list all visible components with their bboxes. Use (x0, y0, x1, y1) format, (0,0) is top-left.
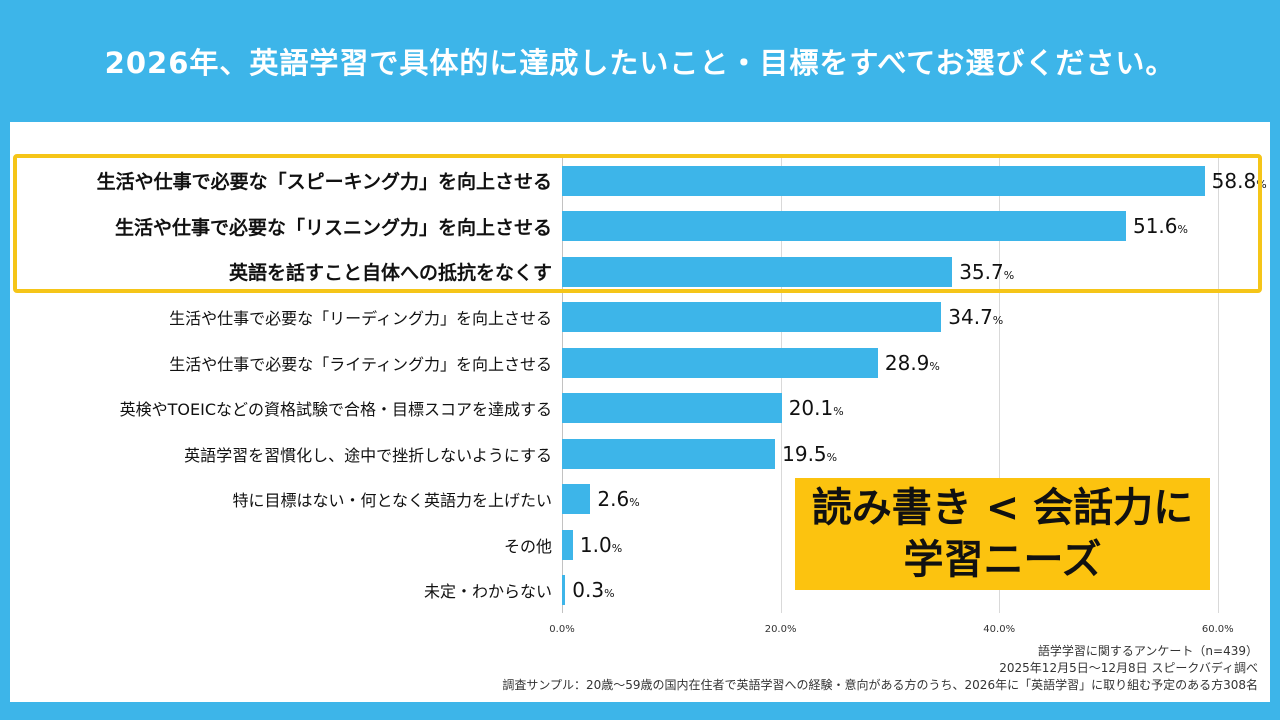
bar (562, 575, 566, 606)
bar-plot-area: 34.7% (562, 302, 1270, 333)
bar (562, 211, 1126, 242)
page-title: 2026年、英語学習で具体的に達成したいこと・目標をすべてお選びください。 (104, 46, 1176, 80)
callout-box: 読み書き < 会話力に 学習ニーズ (795, 478, 1210, 590)
category-label: 未定・わからない (423, 582, 552, 602)
bar (562, 438, 776, 469)
value-label: 19.5% (782, 441, 838, 466)
bar (562, 393, 782, 424)
value-label: 35.7% (959, 259, 1015, 284)
value-label: 20.1% (788, 396, 844, 421)
category-label: 生活や仕事で必要な「スピーキング力」を向上させる (96, 171, 552, 194)
value-label: 51.6% (1132, 214, 1188, 239)
bar (562, 256, 953, 287)
bar-row: 生活や仕事で必要な「スピーキング力」を向上させる 58.8% (10, 158, 1270, 204)
x-tick-label: 60.0% (1201, 624, 1234, 635)
value-label: 1.0% (579, 532, 623, 557)
gridline (562, 158, 563, 613)
bar-row: 生活や仕事で必要な「リスニング力」を向上させる 51.6% (10, 204, 1270, 250)
bar-plot-area: 28.9% (562, 347, 1270, 378)
value-label: 34.7% (948, 305, 1004, 330)
category-label: 生活や仕事で必要な「リスニング力」を向上させる (114, 216, 552, 239)
bar-plot-area: 2.6% (562, 484, 1270, 515)
bar-plot-area: 35.7% (562, 256, 1270, 287)
category-label: その他 (503, 536, 552, 556)
bar (562, 302, 942, 333)
category-label: 特に目標はない・何となく英語力を上げたい (232, 491, 552, 511)
bar-plot-area: 58.8% (562, 165, 1270, 196)
bar-plot-area: 20.1% (562, 393, 1270, 424)
bar (562, 347, 878, 378)
x-tick-label: 20.0% (764, 624, 797, 635)
value-label: 28.9% (884, 350, 940, 375)
category-label: 英検やTOEICなどの資格試験で合格・目標スコアを達成する (119, 400, 552, 420)
bar (562, 484, 591, 515)
bar-plot-area: 51.6% (562, 211, 1270, 242)
category-label: 生活や仕事で必要な「リーディング力」を向上させる (169, 309, 552, 329)
bar-row: 英語学習を習慣化し、途中で挫折しないようにする 19.5% (10, 431, 1270, 477)
bar (562, 529, 573, 560)
bar-rows: 生活や仕事で必要な「スピーキング力」を向上させる 58.8% 生活や仕事で必要な「リ… (10, 158, 1270, 613)
bar-row: 未定・わからない 0.3% (10, 568, 1270, 614)
category-label: 英語を話すこと自体への抵抗をなくす (228, 262, 552, 285)
gridline (780, 158, 782, 613)
callout-line1: 読み書き < 会話力に (811, 485, 1194, 531)
value-label: 2.6% (597, 487, 640, 512)
title-band: 2026年、英語学習で具体的に達成したいこと・目標をすべてお選びください。 (0, 0, 1280, 122)
x-tick-label: 0.0% (549, 624, 575, 635)
bar-row: 英検やTOEICなどの資格試験で合格・目標スコアを達成する 20.1% (10, 386, 1270, 432)
bar-row: 英語を話すこと自体への抵抗をなくす 35.7% (10, 249, 1270, 295)
value-label: 0.3% (572, 578, 615, 603)
category-label: 生活や仕事で必要な「ライティング力」を向上させる (169, 354, 552, 374)
footer-line-1: 語学学習に関するアンケート（n=439） (1037, 644, 1258, 658)
gridline (1217, 158, 1219, 613)
bar-row: 生活や仕事で必要な「リーディング力」を向上させる 34.7% (10, 295, 1270, 341)
footer-line-3: 調査サンプル：20歳〜59歳の国内在住者で英語学習への経験・意向がある方のうち、… (502, 678, 1258, 692)
footer-note: 語学学習に関するアンケート（n=439） 2025年12月5日〜12月8日 スピ… (502, 643, 1258, 694)
bar-row: 特に目標はない・何となく英語力を上げたい 2.6% (10, 477, 1270, 523)
category-label: 英語学習を習慣化し、途中で挫折しないようにする (184, 445, 552, 465)
bar (562, 165, 1205, 196)
bar-row: その他 1.0% (10, 522, 1270, 568)
bar-plot-area: 0.3% (562, 575, 1270, 606)
footer-line-2: 2025年12月5日〜12月8日 スピークバディ調べ (999, 661, 1258, 675)
bar-plot-area: 1.0% (562, 529, 1270, 560)
gridline (999, 158, 1001, 613)
bar-row: 生活や仕事で必要な「ライティング力」を向上させる 28.9% (10, 340, 1270, 386)
bar-plot-area: 19.5% (562, 438, 1270, 469)
x-tick-label: 40.0% (983, 624, 1016, 635)
callout-line2: 学習ニーズ (903, 537, 1102, 583)
chart-card: 0.0% 20.0% 40.0% 60.0% 生活や仕事で必要な「スピーキング力」を向… (10, 122, 1270, 702)
value-label: 58.8% (1211, 168, 1267, 193)
